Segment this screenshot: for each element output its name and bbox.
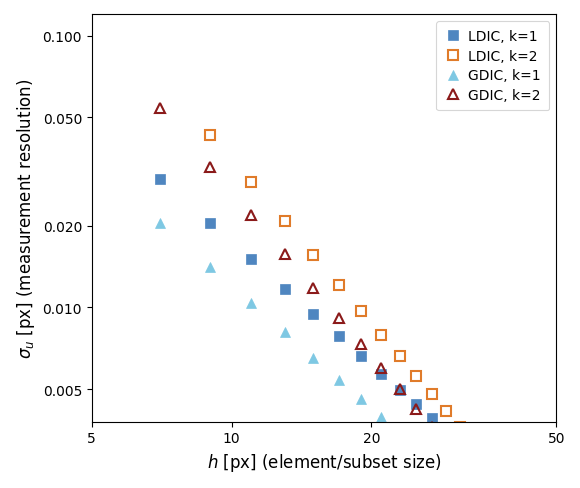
GDIC, k=2 <box>429 424 436 430</box>
LDIC, k=1 <box>456 440 463 446</box>
GDIC, k=2 <box>207 165 214 171</box>
GDIC, k=1 <box>156 220 163 226</box>
Line: LDIC, k=1: LDIC, k=1 <box>155 175 557 488</box>
X-axis label: $h$ [px] (element/subset size): $h$ [px] (element/subset size) <box>206 451 441 473</box>
LDIC, k=2 <box>456 424 463 430</box>
GDIC, k=1 <box>456 483 463 488</box>
LDIC, k=1 <box>469 451 476 457</box>
GDIC, k=1 <box>443 471 450 477</box>
LDIC, k=2 <box>396 354 403 360</box>
LDIC, k=1 <box>429 415 436 421</box>
LDIC, k=2 <box>413 373 420 379</box>
GDIC, k=2 <box>396 386 403 392</box>
GDIC, k=2 <box>247 212 254 218</box>
LDIC, k=1 <box>396 387 403 393</box>
LDIC, k=1 <box>503 480 510 486</box>
LDIC, k=1 <box>443 428 450 434</box>
Line: LDIC, k=2: LDIC, k=2 <box>205 130 557 488</box>
LDIC, k=1 <box>413 402 420 407</box>
LDIC, k=1 <box>156 177 163 183</box>
GDIC, k=1 <box>207 264 214 270</box>
LDIC, k=1 <box>281 286 288 292</box>
LDIC, k=1 <box>247 257 254 263</box>
LDIC, k=2 <box>281 219 288 225</box>
GDIC, k=2 <box>358 341 365 347</box>
GDIC, k=1 <box>429 459 436 465</box>
GDIC, k=2 <box>156 106 163 112</box>
LDIC, k=2 <box>469 439 476 445</box>
LDIC, k=1 <box>310 311 317 317</box>
GDIC, k=1 <box>247 300 254 306</box>
LDIC, k=2 <box>310 253 317 259</box>
LDIC, k=2 <box>481 452 488 458</box>
GDIC, k=2 <box>469 471 476 477</box>
LDIC, k=2 <box>429 391 436 397</box>
LDIC, k=2 <box>247 180 254 185</box>
Line: GDIC, k=1: GDIC, k=1 <box>155 218 557 488</box>
GDIC, k=2 <box>310 285 317 291</box>
GDIC, k=2 <box>335 315 342 321</box>
LDIC, k=1 <box>358 353 365 359</box>
Y-axis label: $\sigma_u$ [px] (measurement resolution): $\sigma_u$ [px] (measurement resolution) <box>15 79 37 358</box>
GDIC, k=2 <box>378 365 385 371</box>
Line: GDIC, k=2: GDIC, k=2 <box>155 104 557 488</box>
LDIC, k=2 <box>492 466 499 471</box>
LDIC, k=2 <box>378 332 385 338</box>
GDIC, k=1 <box>358 397 365 403</box>
LDIC, k=2 <box>358 308 365 314</box>
LDIC, k=2 <box>207 132 214 138</box>
GDIC, k=1 <box>281 329 288 335</box>
GDIC, k=1 <box>310 355 317 361</box>
LDIC, k=1 <box>335 333 342 339</box>
GDIC, k=2 <box>281 252 288 258</box>
GDIC, k=1 <box>335 377 342 383</box>
GDIC, k=2 <box>443 441 450 447</box>
GDIC, k=2 <box>456 457 463 463</box>
GDIC, k=2 <box>413 406 420 412</box>
LDIC, k=1 <box>378 371 385 377</box>
Legend: LDIC, k=1, LDIC, k=2, GDIC, k=1, GDIC, k=2: LDIC, k=1, LDIC, k=2, GDIC, k=1, GDIC, k… <box>436 22 549 111</box>
GDIC, k=2 <box>481 486 488 488</box>
LDIC, k=1 <box>481 461 488 467</box>
LDIC, k=2 <box>335 283 342 288</box>
LDIC, k=1 <box>492 471 499 477</box>
GDIC, k=1 <box>378 414 385 420</box>
GDIC, k=1 <box>413 445 420 451</box>
LDIC, k=1 <box>207 221 214 227</box>
LDIC, k=2 <box>503 478 510 484</box>
LDIC, k=2 <box>443 408 450 414</box>
GDIC, k=1 <box>396 430 403 436</box>
